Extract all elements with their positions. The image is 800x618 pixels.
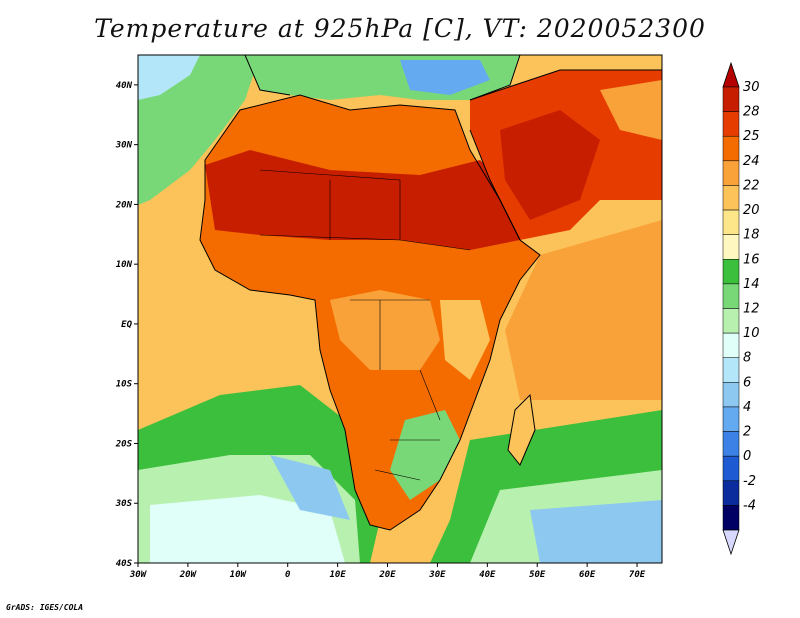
lat-tick-label: 30N xyxy=(115,141,133,151)
colorbar-label: 25 xyxy=(743,129,760,144)
sahara-hot xyxy=(205,150,520,250)
colorbar-swatch xyxy=(722,160,740,186)
lat-tick-label: 20S xyxy=(115,439,133,449)
lon-tick-label: 70E xyxy=(629,570,646,580)
lon-tick-label: 50E xyxy=(529,570,546,580)
colorbar-label: 28 xyxy=(743,105,760,120)
colorbar-label: 8 xyxy=(743,351,751,366)
colorbar-label: 4 xyxy=(743,400,751,415)
colorbar-swatch xyxy=(722,234,740,260)
country-borders xyxy=(259,169,471,481)
lon-tick-label: 40E xyxy=(479,570,496,580)
lon-tick-label: 10W xyxy=(230,570,248,580)
colorbar-swatch xyxy=(722,382,740,408)
temperature-field xyxy=(138,55,662,563)
south-atlantic-cold xyxy=(150,495,345,563)
lon-tick-label: 0 xyxy=(285,570,291,580)
colorbar-label: 16 xyxy=(743,252,760,267)
colorbar-bottom-arrow xyxy=(722,529,740,556)
lon-tick-label: 20W xyxy=(179,570,198,580)
colorbar-label: 10 xyxy=(743,326,760,341)
colorbar-label: -2 xyxy=(743,474,756,489)
credit-text: GrADS: IGES/COLA xyxy=(6,603,84,612)
north-atlantic-cold xyxy=(138,55,200,100)
colorbar-label: 30 xyxy=(743,80,760,95)
colorbar-swatch xyxy=(722,283,740,309)
colorbar-swatch xyxy=(722,135,740,162)
lat-tick-label: 30S xyxy=(115,499,133,509)
africa-coastline xyxy=(199,94,541,531)
colorbar-label: 6 xyxy=(743,375,751,390)
east-africa-highlands xyxy=(440,300,490,380)
lat-tick-label: 40N xyxy=(116,81,133,91)
lat-tick-label: 20N xyxy=(115,200,133,210)
longitude-ticks: 30W 20W 10W 0 10E 20E 30E 40E 50E 60E 70E xyxy=(129,563,646,580)
colorbar-swatch xyxy=(722,332,740,358)
lon-tick-label: 10E xyxy=(329,570,346,580)
lon-tick-label: 20E xyxy=(378,570,396,580)
colorbar-top-arrow xyxy=(722,61,740,88)
north-atlantic-cool xyxy=(138,55,260,205)
congo-basin xyxy=(330,290,440,370)
colorbar-swatch xyxy=(722,185,740,211)
arabia-hottest xyxy=(500,110,600,220)
arabia-coastline xyxy=(469,69,662,241)
colorbar-label: 12 xyxy=(743,302,760,317)
colorbar-label: 22 xyxy=(743,178,760,193)
colorbar-label: 2 xyxy=(743,425,751,440)
lat-tick-label: 40S xyxy=(116,559,133,569)
colorbar-label: 20 xyxy=(743,203,760,218)
colorbar-label: 14 xyxy=(743,277,760,292)
colorbar-swatch xyxy=(722,259,740,285)
colorbar-swatch xyxy=(722,209,740,235)
colorbar-label: 0 xyxy=(743,449,751,464)
coastlines xyxy=(199,55,662,531)
map-title: Temperature at 925hPa [C], VT: 202005230… xyxy=(94,14,706,43)
colorbar-swatch xyxy=(722,480,740,506)
colorbar-swatch xyxy=(722,111,740,137)
lat-tick-label: 10N xyxy=(116,260,133,270)
colorbar-label: -4 xyxy=(743,498,756,513)
iran-plateau xyxy=(600,80,662,140)
lon-tick-label: 30E xyxy=(428,570,446,580)
colorbar-swatch xyxy=(722,86,740,112)
colorbar-swatch xyxy=(722,505,740,531)
latitude-ticks: 40N 30N 20N 10N EQ 10S 20S 30S 40S xyxy=(115,81,138,569)
colorbar-swatch xyxy=(722,455,740,482)
south-indian-cold xyxy=(530,500,662,563)
colorbar-swatch xyxy=(722,406,740,432)
indian-ocean-warm xyxy=(505,220,662,400)
lat-tick-label: 10S xyxy=(116,380,133,390)
benguela-cold xyxy=(270,455,350,520)
madagascar-coastline xyxy=(507,393,536,466)
colorbar-label: 24 xyxy=(743,154,760,169)
colorbar-swatch xyxy=(722,431,740,457)
lon-tick-label: 30W xyxy=(129,570,148,580)
eastern-med-cold xyxy=(400,60,490,95)
lat-tick-label: EQ xyxy=(121,320,132,330)
colorbar-label: 18 xyxy=(743,228,760,243)
europe-coastline xyxy=(244,55,521,101)
colorbar-swatch xyxy=(722,357,740,383)
map-frame xyxy=(137,54,663,564)
colorbar-swatch xyxy=(722,308,740,334)
lon-tick-label: 60E xyxy=(579,570,596,580)
